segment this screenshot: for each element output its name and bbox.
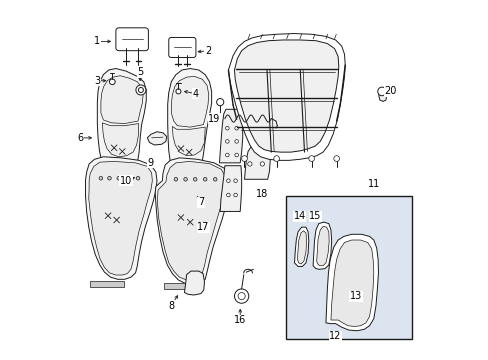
Circle shape xyxy=(117,176,121,180)
Text: 14: 14 xyxy=(293,211,305,221)
Circle shape xyxy=(225,140,229,143)
Circle shape xyxy=(203,177,206,181)
Circle shape xyxy=(308,156,314,161)
Circle shape xyxy=(241,156,247,161)
Text: 5: 5 xyxy=(137,67,143,77)
Polygon shape xyxy=(147,132,166,145)
Text: 6: 6 xyxy=(78,133,84,143)
Text: 15: 15 xyxy=(308,211,321,221)
Circle shape xyxy=(183,177,187,181)
Polygon shape xyxy=(312,222,331,269)
Polygon shape xyxy=(234,40,338,152)
Polygon shape xyxy=(97,68,146,179)
Text: 19: 19 xyxy=(207,113,220,123)
Circle shape xyxy=(333,156,339,161)
FancyBboxPatch shape xyxy=(285,196,411,339)
Text: 8: 8 xyxy=(168,301,174,311)
Circle shape xyxy=(225,153,229,157)
Text: 1: 1 xyxy=(94,36,100,46)
Circle shape xyxy=(234,126,238,130)
Circle shape xyxy=(126,176,130,180)
Polygon shape xyxy=(325,234,378,331)
Text: 10: 10 xyxy=(120,176,132,186)
Circle shape xyxy=(216,99,224,106)
Circle shape xyxy=(176,89,181,94)
Circle shape xyxy=(136,85,145,95)
Text: 11: 11 xyxy=(367,179,379,189)
Circle shape xyxy=(99,176,102,180)
Circle shape xyxy=(273,156,279,161)
Polygon shape xyxy=(220,166,241,211)
Polygon shape xyxy=(378,91,386,102)
Circle shape xyxy=(234,140,238,143)
Polygon shape xyxy=(90,281,123,287)
Circle shape xyxy=(138,87,143,93)
Text: 18: 18 xyxy=(255,189,267,199)
Polygon shape xyxy=(164,283,200,289)
Circle shape xyxy=(233,193,237,197)
Circle shape xyxy=(238,293,244,300)
Polygon shape xyxy=(316,226,328,266)
Circle shape xyxy=(109,79,115,85)
Text: 3: 3 xyxy=(94,76,100,86)
Text: 13: 13 xyxy=(349,291,361,301)
Polygon shape xyxy=(330,240,373,327)
Circle shape xyxy=(247,162,251,166)
Circle shape xyxy=(233,179,237,183)
Polygon shape xyxy=(85,157,157,279)
Circle shape xyxy=(226,193,230,197)
Polygon shape xyxy=(294,227,308,266)
Polygon shape xyxy=(244,145,270,179)
Polygon shape xyxy=(88,161,152,275)
Polygon shape xyxy=(167,68,211,180)
Text: 4: 4 xyxy=(192,89,198,99)
Text: 12: 12 xyxy=(329,332,341,342)
Circle shape xyxy=(136,176,140,180)
Polygon shape xyxy=(219,109,242,163)
Text: 17: 17 xyxy=(197,222,209,232)
Circle shape xyxy=(193,177,197,181)
Circle shape xyxy=(377,87,386,96)
FancyBboxPatch shape xyxy=(168,37,196,58)
Text: 7: 7 xyxy=(197,197,203,207)
Polygon shape xyxy=(297,231,306,264)
Text: 9: 9 xyxy=(147,158,154,168)
Polygon shape xyxy=(101,76,143,123)
Text: 16: 16 xyxy=(234,315,246,325)
Text: 2: 2 xyxy=(204,46,211,56)
Polygon shape xyxy=(172,126,205,156)
Circle shape xyxy=(260,162,264,166)
Circle shape xyxy=(213,177,217,181)
Circle shape xyxy=(225,126,229,130)
FancyBboxPatch shape xyxy=(116,28,148,51)
Circle shape xyxy=(107,176,111,180)
Polygon shape xyxy=(155,158,230,284)
Circle shape xyxy=(234,289,248,303)
Text: 20: 20 xyxy=(383,86,396,96)
Circle shape xyxy=(226,179,230,183)
Circle shape xyxy=(234,153,238,157)
Circle shape xyxy=(174,177,177,181)
Polygon shape xyxy=(157,161,225,280)
Polygon shape xyxy=(184,271,204,295)
Polygon shape xyxy=(171,76,208,127)
Polygon shape xyxy=(228,33,345,160)
Polygon shape xyxy=(102,123,139,157)
